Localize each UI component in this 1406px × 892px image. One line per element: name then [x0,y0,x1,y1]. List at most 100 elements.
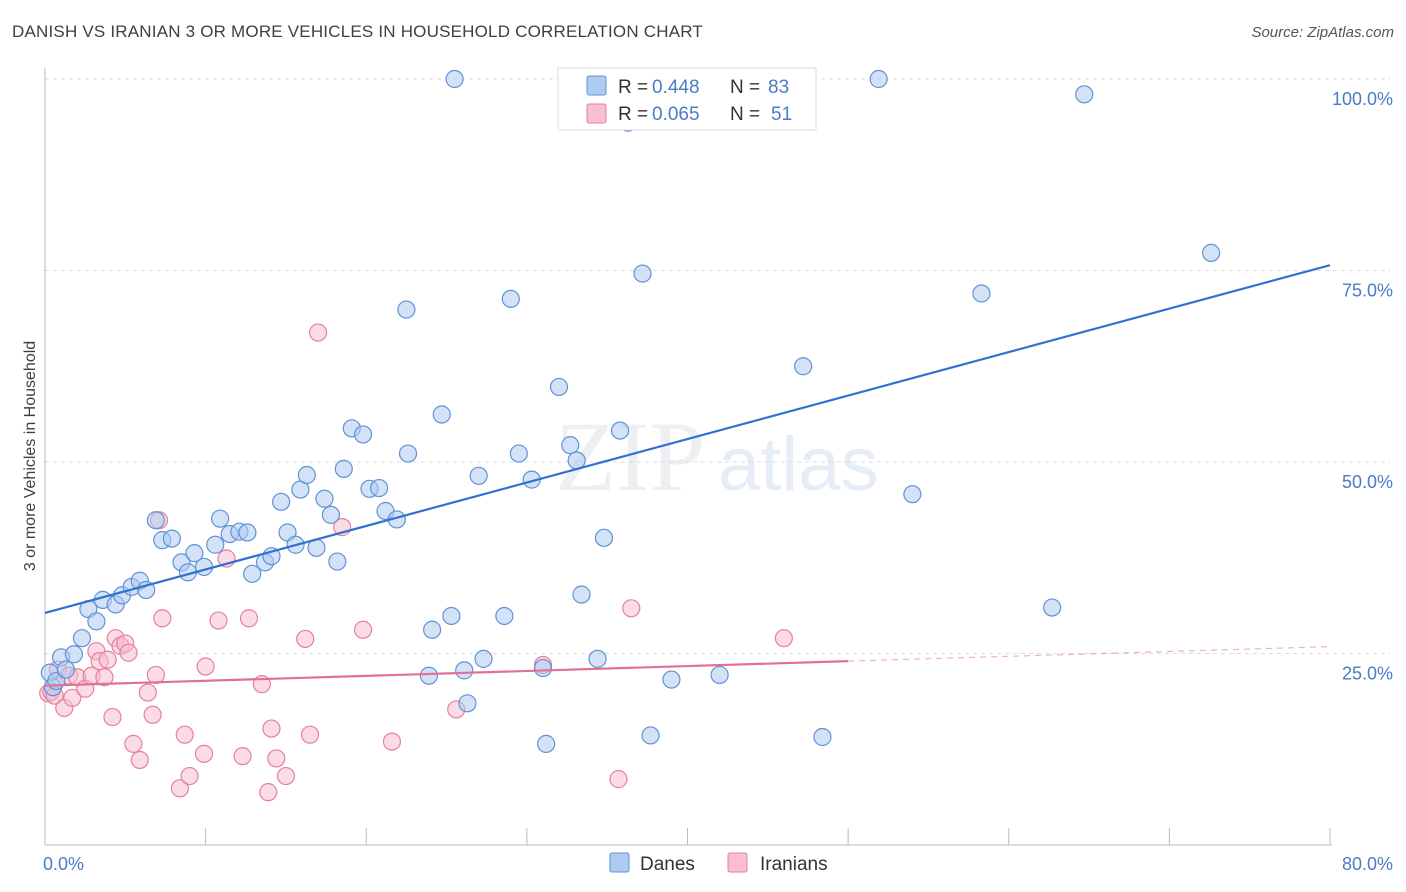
bottom-legend-danes-label: Danes [640,854,695,875]
danes-point [328,552,347,571]
legend-box: R = 0.448 N = 83 R = 0.065 N = 51 [557,67,817,131]
iranians-point [239,609,259,628]
danes-point [794,357,813,376]
danes-point [813,727,832,747]
x-axis-tick-marks [44,828,1331,845]
bottom-legend: Danes Iranians [609,852,828,875]
x-tick-label-min: 0.0% [43,854,84,874]
legend-danes-r-label: R = [618,77,648,98]
danes-point [334,459,353,478]
danes-point [210,509,230,528]
y-axis-tick-labels: 25.0% 50.0% 75.0% 100.0% [1332,89,1393,684]
danes-point [72,629,92,648]
iranians-point [774,629,793,648]
danes-point [710,665,729,685]
danes-point [243,564,262,583]
iranians-point [153,609,172,628]
iranians-point [276,766,296,786]
danes-point [572,585,591,604]
chart-title: DANISH VS IRANIAN 3 OR MORE VEHICLES IN … [12,22,704,41]
legend-danes-n-value: 83 [768,77,789,98]
danes-point [315,489,334,508]
danes-point [353,425,373,444]
danes-point [495,606,514,626]
iranians-point [124,734,143,753]
iranians-point [196,657,215,676]
legend-danes-r-value: 0.448 [652,77,700,98]
danes-point [423,620,442,639]
legend-iranians-r-value: 0.065 [652,104,700,125]
iranians-point [194,744,214,763]
iranians-point [138,683,157,702]
danes-point [633,264,652,283]
legend-iranians-n-label: N = [730,104,760,125]
iranians-point [259,783,278,802]
danes-point [501,289,520,308]
danes-point [662,670,681,689]
danes-point [419,666,438,685]
y-axis-label: 3 or more Vehicles in Household [22,341,39,571]
watermark: ZIP atlas [555,401,879,512]
danes-point [445,69,464,89]
danes-point [194,557,214,577]
danes-point [398,444,418,463]
danes-point [206,535,225,554]
legend-iranians-swatch [586,103,607,124]
watermark-atlas: atlas [718,422,879,507]
danes-point [1202,243,1221,262]
iranians-point [353,620,373,639]
danes-point [162,529,181,548]
danes-point [146,511,165,530]
danes-point [397,300,416,319]
legend-iranians-r-label: R = [618,104,648,125]
legend-danes-n-label: N = [730,77,760,98]
legend-danes-swatch [586,75,607,96]
bottom-legend-iranians-label: Iranians [760,854,828,875]
iranians-point [143,705,162,724]
iranians-point [95,668,114,687]
danes-point [442,606,461,626]
danes-point [509,444,528,463]
iranians-point [98,650,117,669]
danes-point [370,478,389,498]
danes-point [297,465,316,485]
danes-point [594,528,614,547]
iranians-point [209,611,228,630]
danes-point [869,69,888,89]
danes-point [455,661,474,680]
danes-point [238,523,257,542]
danes-point [64,645,84,664]
danes-point [561,436,580,455]
iranians-trend-line [44,660,849,687]
iranians-point [170,779,190,798]
iranians-point [233,747,252,766]
iranians-point [300,725,320,744]
danes-point [87,612,106,631]
danes-point [1043,598,1062,617]
danes-point [533,658,553,678]
iranians-point [296,629,315,649]
danes-point [474,649,493,668]
iranians-point [119,643,138,662]
danes-point [972,284,991,303]
iranians-point [130,750,149,770]
danes-point [56,660,75,679]
danes-point [1075,85,1094,104]
iranians-point [175,725,194,744]
iranians-point [103,707,122,727]
legend-iranians-n-value: 51 [771,104,792,125]
iranians-point [609,770,628,789]
x-tick-label-max: 80.0% [1342,854,1393,874]
iranians-point [622,599,641,618]
danes-point [432,405,451,424]
source-credit: Source: ZipAtlas.com [1251,24,1394,41]
danes-point [185,544,204,563]
iranians-point [267,749,286,768]
danes-point [469,466,488,485]
iranians-point [146,665,165,685]
danes-trend-line [44,264,1331,614]
iranians-point [308,323,328,342]
iranians-trend-extension [848,646,1331,662]
danes-point [321,505,341,524]
y-tick-label-25: 25.0% [1342,664,1393,684]
